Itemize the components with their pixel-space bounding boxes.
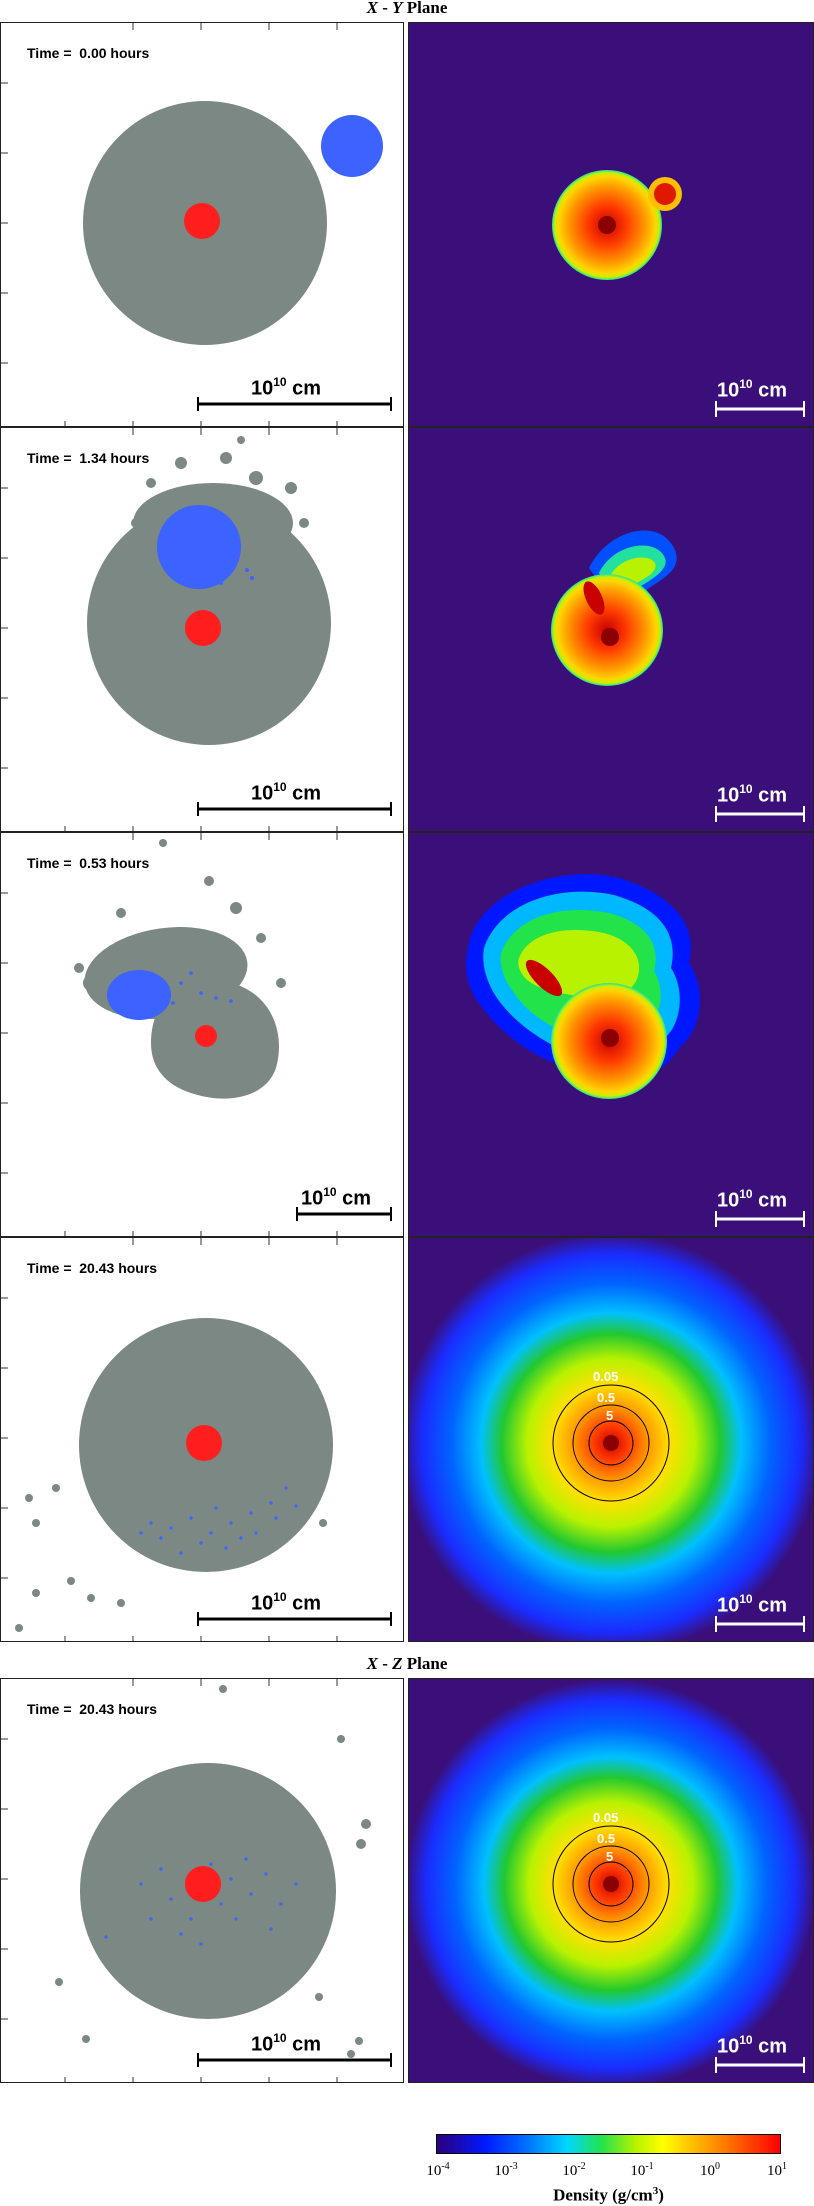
contour-label: 0.05 [593, 1369, 619, 1384]
density-plot-2 [551, 530, 805, 822]
density-panel-5: 0.05 0.5 5 1010 cm [408, 1678, 814, 2083]
xy-plane-title: X - Y Plane [0, 0, 814, 18]
colorbar-tick: 101 [767, 2161, 787, 2179]
core-particles [184, 203, 220, 239]
sph-plot-4 [1, 1238, 392, 1641]
time-label: Time = 0.00 hours [27, 45, 150, 61]
xz-plane-title: X - Z Plane [0, 1654, 814, 1674]
density-plot-4 [409, 1238, 813, 1641]
sph-plot-1 [1, 23, 392, 426]
xy-suffix: Plane [402, 0, 448, 17]
time-label: Time = 1.34 hours [27, 450, 150, 466]
density-panel-2: 1010 cm [408, 427, 814, 832]
sph-panel-2: Time = 1.34 hours 1010 cm [0, 427, 404, 832]
scale-bar-label: 1010 cm [717, 377, 788, 402]
contour-label: 5 [606, 1849, 614, 1864]
xy-sep: - [377, 0, 393, 17]
xz-suffix: Plane [402, 1654, 448, 1673]
scale-bar-label: 1010 cm [717, 1592, 788, 1617]
contour-label: 5 [606, 1408, 614, 1423]
sph-panel-4: Time = 20.43 hours 1010 cm [0, 1237, 404, 1642]
xy-var2: Y [392, 0, 403, 17]
colorbar-tick: 10-4 [426, 2161, 450, 2179]
time-label: Time = 20.43 hours [27, 1260, 158, 1276]
scale-bar-label: 1010 cm [251, 1590, 322, 1615]
colorbar-tick: 10-3 [494, 2161, 518, 2179]
contour-label: 0.5 [597, 1390, 616, 1405]
scale-bar-label: 1010 cm [717, 2033, 788, 2058]
contour-label: 0.05 [593, 1810, 619, 1825]
colorbar-label: Density (g/cm3) [553, 2185, 664, 2205]
sph-panel-3: Time = 0.53 hours 1010 cm [0, 832, 404, 1237]
xz-var1: X [366, 1654, 378, 1673]
xy-var1: X [366, 0, 378, 17]
xz-var2: Z [392, 1654, 403, 1673]
colorbar-tick: 10-1 [630, 2161, 654, 2179]
sph-panel-1: Time = 0.00 hours 1010 cm [0, 22, 404, 427]
colorbar-tick: 100 [700, 2161, 720, 2179]
scale-bar-label: 1010 cm [251, 780, 322, 805]
sph-plot-2 [1, 428, 392, 831]
sph-plot-5 [1, 1679, 392, 2082]
density-plot-1 [552, 170, 805, 417]
scale-bar-label: 1010 cm [717, 782, 788, 807]
density-panel-3: 1010 cm [408, 832, 814, 1237]
density-panel-4: 0.05 0.5 5 1010 cm [408, 1237, 814, 1642]
colorbar-tick: 10-2 [562, 2161, 586, 2179]
density-plot-5 [409, 1679, 813, 2082]
xz-sep: - [377, 1654, 393, 1673]
density-colorbar [436, 2134, 781, 2154]
scale-bar-label: 1010 cm [717, 1187, 788, 1212]
density-plot-3 [466, 874, 805, 1227]
companion-particles [321, 115, 383, 177]
sph-panel-5: Time = 20.43 hours 1010 cm [0, 1678, 404, 2083]
scale-bar-label: 1010 cm [301, 1185, 372, 1210]
scale-bar-label: 1010 cm [251, 375, 322, 400]
scale-bar-label: 1010 cm [251, 2031, 322, 2056]
contour-label: 0.5 [597, 1831, 616, 1846]
time-label: Time = 0.53 hours [27, 855, 150, 871]
time-label: Time = 20.43 hours [27, 1701, 158, 1717]
density-panel-1: 1010 cm [408, 22, 814, 427]
sph-plot-3 [1, 833, 392, 1236]
